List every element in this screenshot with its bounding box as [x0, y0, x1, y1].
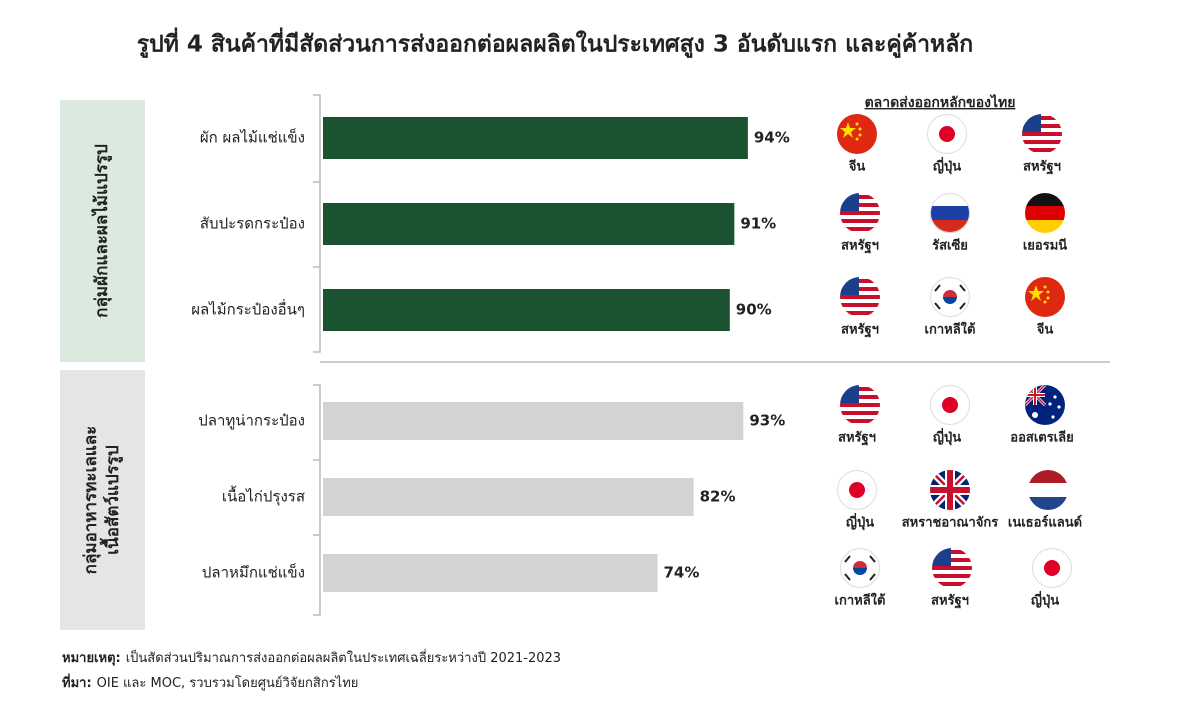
bar: [323, 203, 735, 245]
category-label: ปลาหมึกแช่แข็ง: [202, 563, 305, 582]
group-panel: [60, 370, 145, 630]
group-label: เนื้อสัตว์แปรรูป: [99, 445, 124, 555]
market-name: เกาหลีใต้: [925, 321, 976, 338]
market-name: จีน: [848, 159, 865, 175]
group-label: กลุ่มอาหารทะเลและ: [81, 426, 101, 575]
market-name: สหรัฐฯ: [841, 239, 879, 255]
market-name: ญี่ปุ่น: [846, 513, 874, 531]
bar: [323, 289, 730, 331]
category-axis: [313, 94, 321, 616]
chart-title: รูปที่ 4 สินค้าที่มีสัดส่วนการส่งออกต่อผ…: [137, 27, 974, 59]
markets-title: ตลาดส่งออกหลักของไทย: [865, 93, 1016, 111]
category-label: ผัก ผลไม้แช่แข็ง: [200, 128, 305, 147]
value-label: 90%: [736, 301, 772, 319]
market-name: รัสเซีย: [932, 238, 968, 254]
note: ที่มา: OIE และ MOC, รวบรวมโดยศูนย์วิจัยกส…: [62, 673, 358, 691]
category-label: เนื้อไก่ปรุงรส: [222, 486, 305, 507]
note-label: หมายเหตุ:: [62, 651, 121, 666]
note-label: ที่มา:: [62, 673, 92, 691]
group-panel: [60, 100, 145, 362]
market-name: เกาหลีใต้: [835, 592, 886, 609]
bar: [323, 402, 744, 440]
note: หมายเหตุ: เป็นสัดส่วนปริมาณการส่งออกต่อผล…: [62, 648, 561, 666]
bar: [323, 478, 694, 516]
category-label: ปลาทูน่ากระป๋อง: [198, 412, 305, 430]
value-label: 93%: [749, 412, 785, 430]
market-name: เนเธอร์แลนด์: [1008, 515, 1082, 531]
market-name: ญี่ปุ่น: [1031, 591, 1059, 609]
bar: [323, 554, 658, 592]
market-name: ญี่ปุ่น: [933, 157, 961, 175]
note-text: OIE และ MOC, รวบรวมโดยศูนย์วิจัยกสิกรไทย: [97, 675, 359, 691]
note-text: เป็นสัดส่วนปริมาณการส่งออกต่อผลผลิตในประ…: [126, 648, 561, 666]
market-name: สหรัฐฯ: [1023, 160, 1061, 176]
market-name: สหราชอาณาจักร: [902, 516, 999, 531]
value-label: 74%: [663, 564, 699, 582]
bar: [323, 117, 748, 159]
market-name: สหรัฐฯ: [931, 594, 969, 610]
category-label: ผลไม้กระป๋องอื่นๆ: [191, 299, 305, 319]
value-label: 91%: [740, 215, 776, 233]
group-label: กลุ่มผักและผลไม้แปรรูป: [91, 144, 113, 318]
market-name: สหรัฐฯ: [838, 431, 876, 447]
market-name: จีน: [1036, 322, 1053, 338]
market-name: ออสเตรเลีย: [1010, 430, 1073, 446]
value-label: 94%: [754, 129, 790, 147]
market-name: ญี่ปุ่น: [933, 428, 961, 446]
market-name: เยอรมนี: [1023, 238, 1067, 254]
market-name: สหรัฐฯ: [841, 323, 879, 339]
category-label: สับปะรดกระป๋อง: [200, 215, 305, 233]
value-label: 82%: [700, 488, 736, 506]
